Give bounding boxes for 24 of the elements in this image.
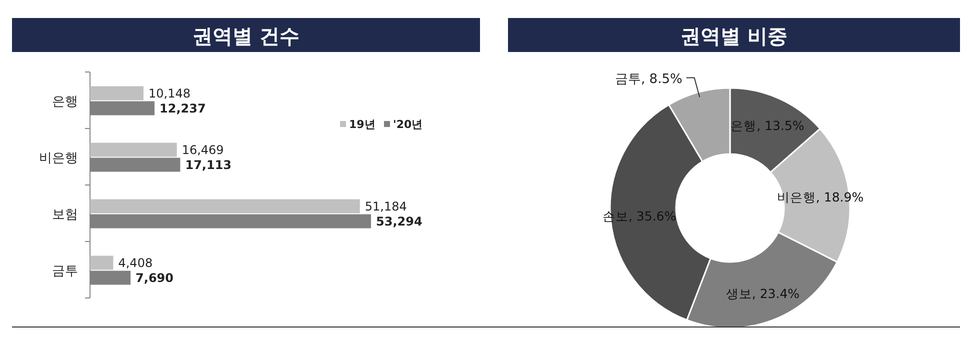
legend-label: 19년 — [349, 118, 376, 131]
y-tick-label: 보험 — [52, 207, 78, 222]
y-tick-label: 비은행 — [39, 150, 78, 166]
data-label: 53,294 — [376, 214, 422, 228]
data-label: 4,408 — [118, 256, 153, 270]
chart-title: 권역별 건수 — [192, 24, 300, 48]
data-label: 7,690 — [136, 270, 174, 285]
y-tick-label: 금투 — [52, 264, 78, 279]
bar — [90, 256, 114, 270]
data-label: 16,469 — [182, 142, 224, 157]
bar — [90, 86, 144, 100]
slice-label: 비은행, 18.9% — [776, 189, 864, 204]
data-label: 10,148 — [148, 86, 191, 100]
data-label: 17,113 — [185, 158, 232, 172]
bar — [90, 199, 360, 214]
legend-label: '20년 — [393, 118, 423, 131]
data-label: 12,237 — [160, 101, 206, 116]
slice-label: 금투, 8.5% — [615, 72, 682, 87]
bar — [90, 142, 177, 157]
y-tick-label: 은행 — [52, 94, 78, 110]
slice-label: 은행, 13.5% — [730, 118, 804, 134]
slice-label: 생보, 23.4% — [726, 286, 800, 301]
chart-title: 권역별 비중 — [680, 24, 788, 48]
data-label: 51,184 — [364, 199, 407, 214]
